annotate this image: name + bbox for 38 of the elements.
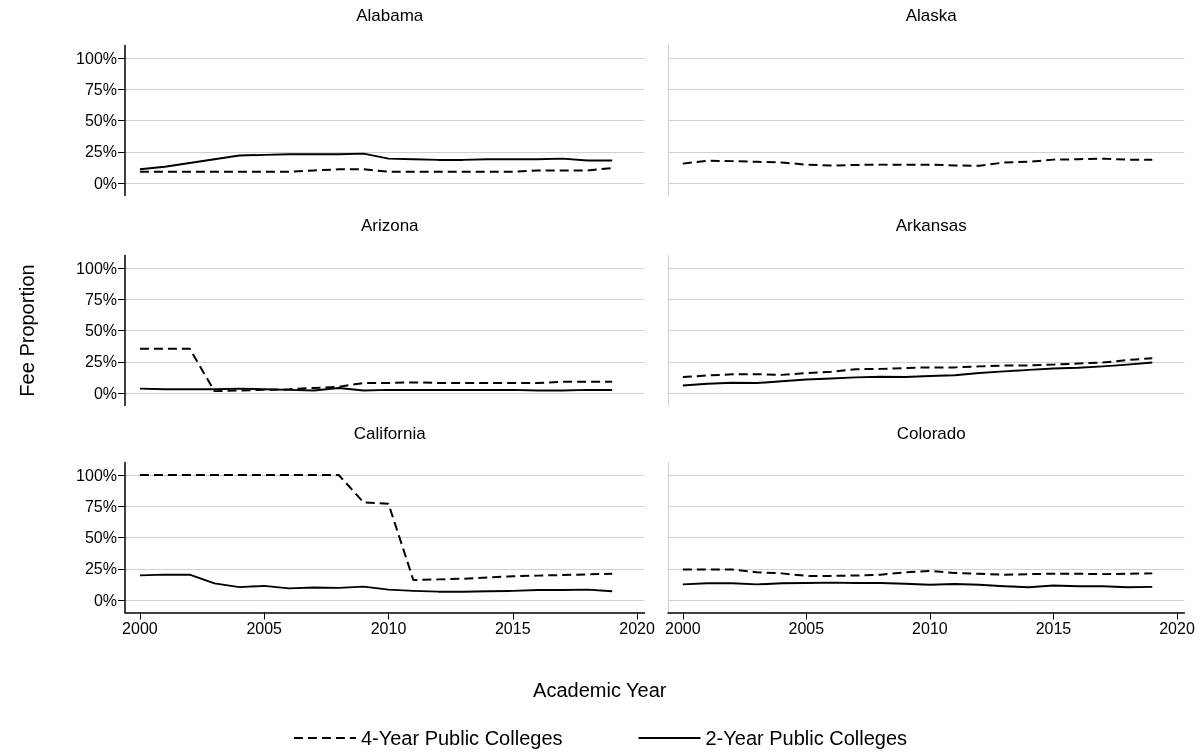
y-tick-label: 100% <box>76 466 117 484</box>
x-tick-label: 2000 <box>122 620 158 637</box>
x-tick-label: 2010 <box>370 620 407 637</box>
chart-title: California <box>353 424 427 443</box>
y-tick-label: 0% <box>93 174 117 192</box>
x-tick-label: 2015 <box>1035 620 1072 637</box>
x-tick-label: 2005 <box>246 620 283 637</box>
y-tick-label: 25% <box>84 143 117 161</box>
line-series <box>138 573 614 593</box>
x-tick-label: 2010 <box>912 620 948 637</box>
y-tick-label: 75% <box>84 290 117 308</box>
chart-title: Arkansas <box>895 216 967 235</box>
chart-title: Arizona <box>360 216 420 235</box>
y-tick-label: 50% <box>84 529 117 546</box>
x-tick-label: 2015 <box>494 620 531 637</box>
x-tick-label: 2005 <box>788 620 825 637</box>
chart-title: Colorado <box>896 424 966 443</box>
x-axis-title: Academic Year <box>533 679 667 701</box>
x-tick-label: 2000 <box>665 620 701 637</box>
y-tick-label: 100% <box>76 259 117 277</box>
y-tick-label: 50% <box>84 112 117 129</box>
chart-title: Alaska <box>905 6 958 25</box>
x-tick-label: 2020 <box>1159 620 1195 637</box>
x-tick-label: 2020 <box>619 620 655 637</box>
legend-label: 4-Year Public Colleges <box>360 727 563 749</box>
y-tick-label: 100% <box>76 49 117 67</box>
y-tick-label: 50% <box>84 322 117 339</box>
y-tick-label: 25% <box>84 353 117 371</box>
y-axis-title: Fee Proportion <box>16 264 38 397</box>
y-tick-label: 0% <box>93 591 117 609</box>
y-tick-label: 0% <box>93 384 117 402</box>
chart-title: Alabama <box>356 6 424 25</box>
y-tick-label: 25% <box>84 560 117 578</box>
y-tick-label: 75% <box>84 80 117 98</box>
line-series <box>138 347 614 393</box>
legend-label: 2-Year Public Colleges <box>705 727 908 749</box>
line-series <box>138 474 614 581</box>
y-tick-label: 75% <box>84 497 117 515</box>
